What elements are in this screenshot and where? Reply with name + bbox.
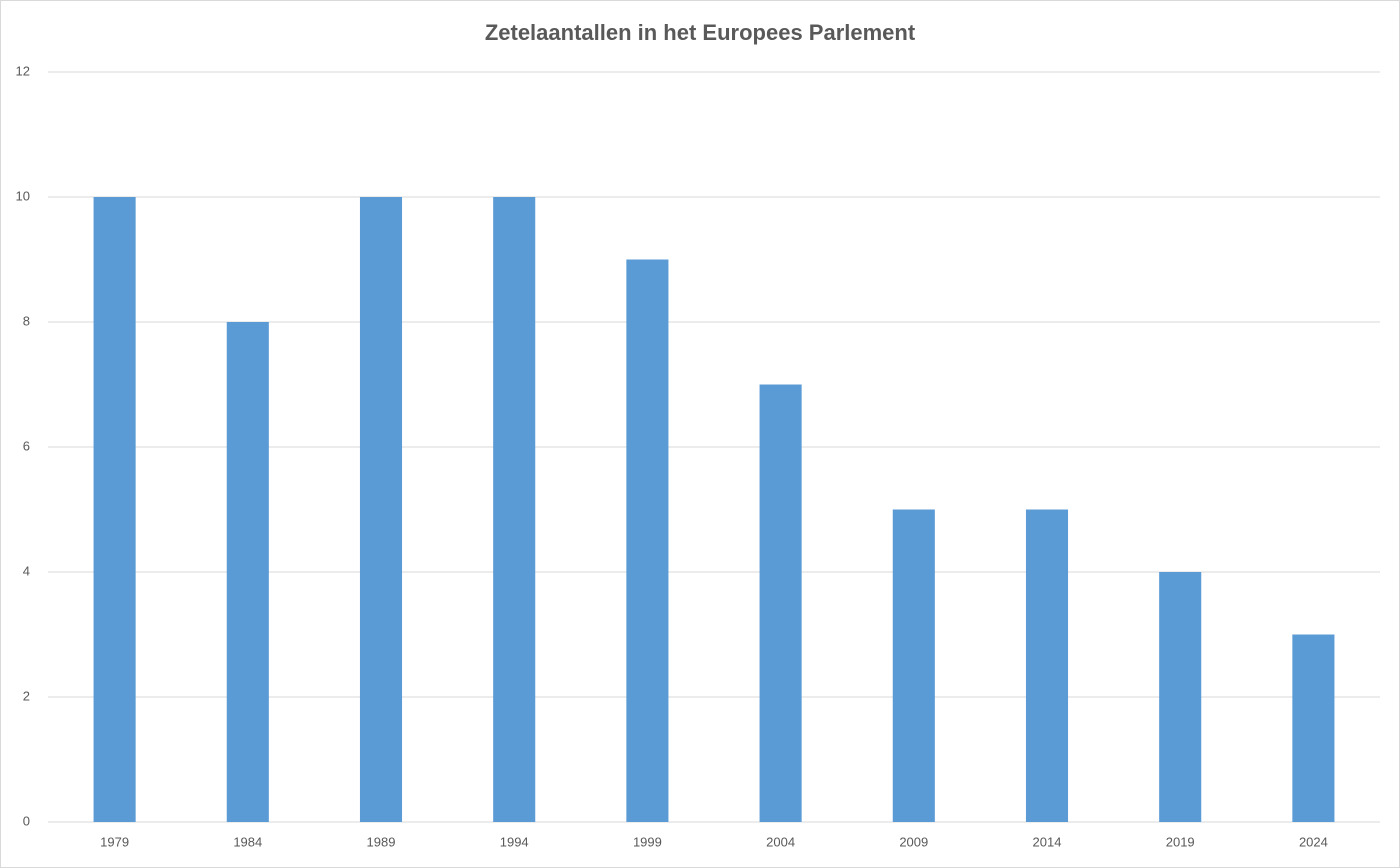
- bar: [626, 259, 669, 822]
- x-tick-label: 1979: [100, 834, 129, 849]
- x-tick-label: 1999: [633, 834, 662, 849]
- y-tick-label: 2: [23, 688, 30, 703]
- x-tick-label: 2024: [1299, 834, 1328, 849]
- bar: [1292, 634, 1335, 822]
- bar: [226, 322, 269, 822]
- x-tick-label: 2014: [1033, 834, 1062, 849]
- y-tick-label: 12: [16, 63, 30, 78]
- bar: [892, 509, 935, 822]
- bar: [1025, 509, 1069, 822]
- y-tick-label: 0: [23, 813, 30, 828]
- x-tick-label: 1984: [233, 834, 262, 849]
- bar: [759, 384, 802, 822]
- x-tick-label: 1989: [367, 834, 396, 849]
- x-tick-label: 1994: [500, 834, 529, 849]
- x-tick-label: 2009: [899, 834, 928, 849]
- y-tick-label: 6: [23, 438, 30, 453]
- x-tick-label: 2004: [766, 834, 795, 849]
- chart-title: Zetelaantallen in het Europees Parlement: [485, 20, 916, 45]
- bar: [93, 197, 136, 822]
- y-tick-label: 10: [16, 188, 30, 203]
- bar: [1159, 572, 1202, 822]
- y-tick-label: 8: [23, 313, 30, 328]
- bar: [359, 197, 403, 822]
- x-tick-label: 2019: [1166, 834, 1195, 849]
- bar: [493, 197, 536, 822]
- y-tick-label: 4: [23, 563, 30, 578]
